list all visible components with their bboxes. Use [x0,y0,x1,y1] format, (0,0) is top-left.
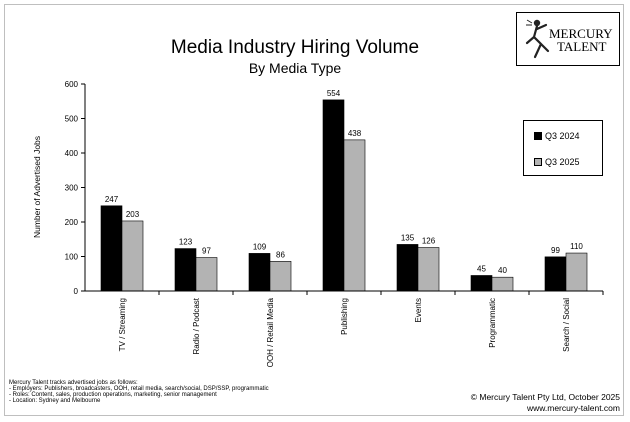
chart-frame [4,4,624,416]
data-label-q3-2024-publishing: 554 [327,89,341,98]
footnote: Mercury Talent tracks advertised jobs as… [9,380,269,404]
x-tick-label-events: Events [414,298,423,322]
legend-label-q3-2024: Q3 2024 [545,131,580,141]
chart-legend: Q3 2024 Q3 2025 [523,120,603,176]
logo-line-2: TALENT [557,39,607,54]
legend-swatch-q3-2025 [534,158,542,166]
bar-q3-2024-radio-podcast [174,248,197,292]
y-tick-label: 500 [65,115,79,124]
data-label-q3-2024-ooh-retail-media: 109 [253,242,267,251]
x-tick-label-radio-podcast: Radio / Podcast [192,297,201,354]
legend-item-q3-2024: Q3 2024 [534,131,580,141]
data-label-q3-2024-radio-podcast: 123 [179,238,193,247]
mercury-figure-icon [525,19,550,59]
bar-q3-2025-events [417,247,440,292]
data-label-q3-2025-search-social: 110 [570,242,583,251]
bar-q3-2024-search-social [544,256,567,292]
footnote-line: - Location: Sydney and Melbourne [9,398,101,404]
data-label-q3-2025-ooh-retail-media: 86 [276,250,285,259]
data-label-q3-2024-search-social: 99 [551,246,560,255]
data-label-q3-2025-programmatic: 40 [498,266,507,275]
bar-q3-2025-search-social [565,252,588,292]
bar-q3-2024-events [396,244,419,292]
x-tick-label-programmatic: Programmatic [488,298,497,348]
bar-q3-2025-ooh-retail-media [269,261,292,292]
footnote-line: - Roles: Content, sales, production oper… [9,392,217,398]
data-label-q3-2025-radio-podcast: 97 [202,247,211,256]
x-tick-label-search-social: Search / Social [562,298,571,352]
copyright-block: © Mercury Talent Pty Ltd, October 2025 w… [471,392,620,414]
footnote-line: Mercury Talent tracks advertised jobs as… [9,380,138,386]
data-label-q3-2024-tv-streaming: 247 [105,195,119,204]
footnote-line: - Employers: Publishers, broadcasters, O… [9,386,269,392]
data-label-q3-2024-events: 135 [401,233,415,242]
bar-q3-2024-programmatic [470,275,493,292]
bar-q3-2025-tv-streaming [121,220,144,292]
legend-item-q3-2025: Q3 2025 [534,157,580,167]
y-tick-label: 0 [74,287,79,296]
y-tick-label: 600 [65,80,79,89]
data-label-q3-2025-events: 126 [422,237,436,246]
data-label-q3-2025-tv-streaming: 203 [126,210,140,219]
bar-q3-2025-programmatic [491,276,514,292]
x-tick-label-tv-streaming: TV / Streaming [118,298,127,351]
bar-q3-2025-radio-podcast [195,257,218,292]
legend-label-q3-2025: Q3 2025 [545,157,580,167]
legend-swatch-q3-2024 [534,132,542,140]
x-tick-label-ooh-retail-media: OOH / Retail Media [266,297,275,367]
bar-q3-2024-ooh-retail-media [248,253,271,292]
y-tick-label: 300 [65,184,79,193]
y-tick-label: 200 [65,218,79,227]
chart-title: Media Industry Hiring Volume [170,37,420,58]
data-label-q3-2024-programmatic: 45 [477,264,486,273]
bar-q3-2024-publishing [322,99,345,292]
y-tick-label: 400 [65,149,79,158]
chart-subtitle: By Media Type [248,60,342,76]
logo-line-1: MERCURY [549,26,613,41]
x-tick-label-publishing: Publishing [340,298,349,335]
website-url: www.mercury-talent.com [526,403,620,413]
y-tick-label: 100 [65,253,79,262]
y-axis-label: Number of Advertised Jobs [32,136,42,238]
copyright-line: © Mercury Talent Pty Ltd, October 2025 [470,392,620,402]
mercury-talent-logo: MERCURY TALENT [516,12,620,66]
bar-q3-2024-tv-streaming [100,205,123,292]
data-label-q3-2025-publishing: 438 [348,129,362,138]
bar-q3-2025-publishing [343,139,366,292]
